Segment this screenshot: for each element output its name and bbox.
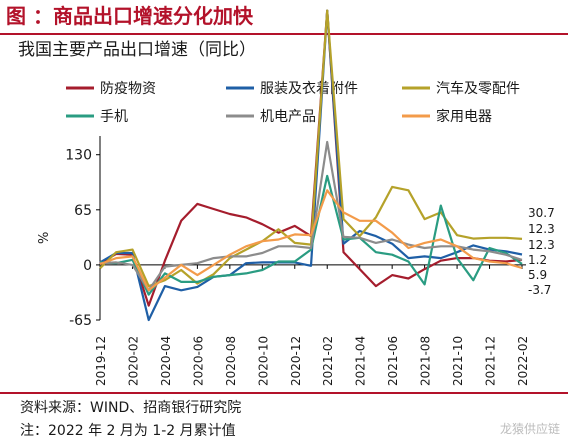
series-line bbox=[99, 174, 523, 296]
x-tick-label: 2021-04 bbox=[354, 336, 368, 386]
chart-title: 我国主要产品出口增速（同比） bbox=[18, 40, 256, 60]
end-value-label: 12.3 bbox=[528, 222, 555, 236]
footnote: 注：2022 年 2 月为 1-2 月累计值 bbox=[20, 423, 236, 439]
x-tick-label: 2021-10 bbox=[451, 336, 465, 386]
x-tick-label: 2020-12 bbox=[289, 336, 303, 386]
y-tick-label: -65 bbox=[69, 313, 92, 329]
watermark: 龙猿供应链 bbox=[499, 422, 560, 436]
figure-title: 图 ：商品出口增速分化加快 bbox=[6, 4, 253, 28]
y-tick-label: 65 bbox=[74, 203, 92, 219]
end-value-label: 5.9 bbox=[528, 268, 547, 282]
legend-label: 服装及衣着附件 bbox=[260, 81, 358, 97]
legend-label: 防疫物资 bbox=[100, 81, 156, 97]
footer-rule bbox=[0, 392, 568, 394]
x-tick-label: 2021-02 bbox=[321, 336, 335, 386]
legend-label: 机电产品 bbox=[260, 109, 316, 125]
x-tick-label: 2022-02 bbox=[516, 336, 530, 386]
series-line bbox=[99, 189, 523, 292]
end-value-label: 1.2 bbox=[528, 253, 547, 267]
y-tick-label: 130 bbox=[65, 148, 92, 164]
legend-label: 汽车及零配件 bbox=[436, 80, 520, 97]
source-note: 资料来源：WIND、招商银行研究院 bbox=[20, 400, 242, 416]
x-tick-label: 2020-10 bbox=[256, 336, 270, 386]
title-rule bbox=[0, 33, 568, 35]
x-tick-label: 2020-08 bbox=[224, 336, 238, 386]
y-tick-label: 0 bbox=[83, 258, 92, 274]
end-value-label: 30.7 bbox=[528, 206, 555, 220]
end-value-label: -3.7 bbox=[528, 283, 551, 297]
x-tick-label: 2020-04 bbox=[159, 336, 173, 386]
series-line bbox=[99, 9, 523, 322]
x-tick-label: 2019-12 bbox=[94, 336, 108, 386]
x-tick-label: 2020-06 bbox=[191, 336, 205, 386]
series-line bbox=[99, 140, 523, 292]
end-value-label: 12.3 bbox=[528, 238, 555, 252]
x-tick-label: 2021-12 bbox=[484, 336, 498, 386]
x-tick-label: 2021-08 bbox=[419, 336, 433, 386]
y-axis-label: % bbox=[37, 232, 52, 244]
x-tick-label: 2021-06 bbox=[386, 336, 400, 386]
x-tick-label: 2020-02 bbox=[126, 336, 140, 386]
legend-label: 家用电器 bbox=[436, 108, 492, 125]
legend-label: 手机 bbox=[100, 109, 128, 125]
